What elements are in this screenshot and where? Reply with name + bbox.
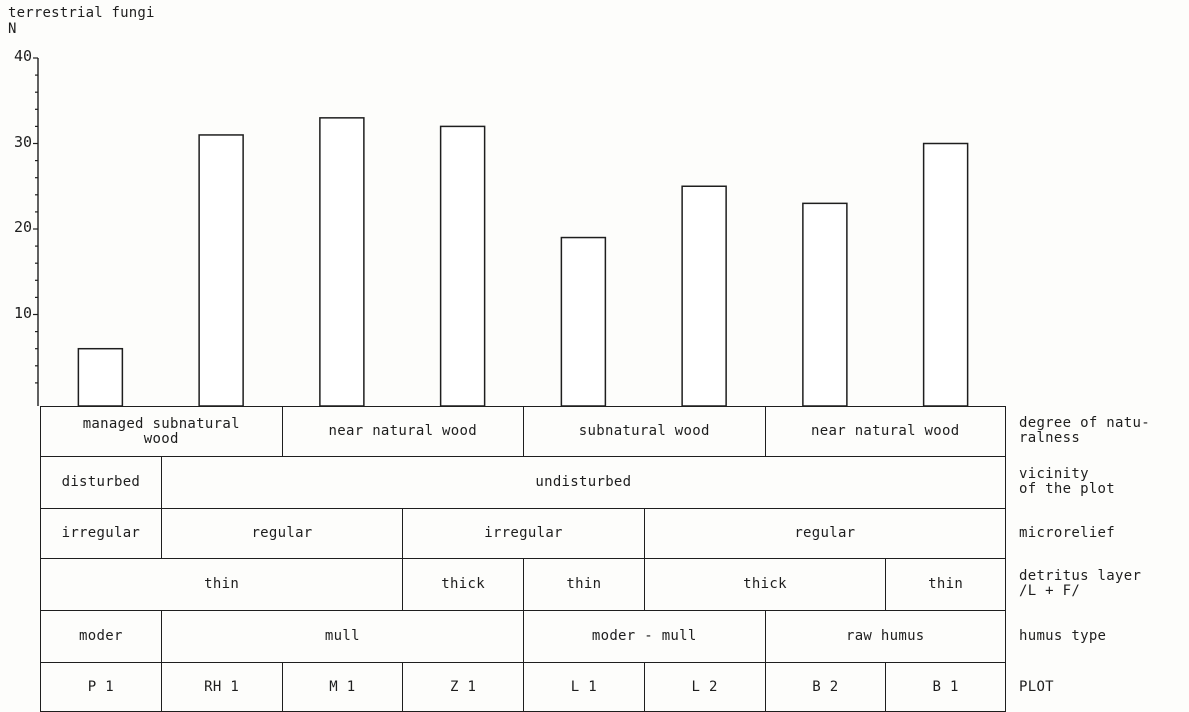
table-cell: thin (523, 558, 644, 610)
y-tick-label: 20 (13, 218, 32, 236)
table-cell: moder - mull (523, 610, 765, 662)
bar-b1 (922, 142, 969, 407)
y-tick-label: 10 (13, 303, 32, 322)
bar-z1 (439, 125, 486, 407)
table-cell: M 1 (281, 662, 403, 712)
table-cell: regular (643, 508, 1006, 558)
y-tick-label: 30 (13, 132, 32, 151)
table-cell: L 1 (523, 662, 644, 712)
table-cell: irregular (402, 508, 644, 558)
table-cell: Z 1 (402, 662, 523, 712)
y-axis-label: N (8, 21, 17, 37)
table-cell: mull (160, 610, 523, 662)
table-cell: L 2 (643, 662, 765, 712)
bar-m1 (319, 117, 365, 407)
table-cell: raw humus (764, 610, 1006, 662)
bar-b2 (802, 202, 848, 407)
table-cell: RH 1 (160, 662, 282, 712)
row-label: PLOT (1019, 678, 1054, 695)
table-cell: subnatural wood (523, 406, 765, 456)
bar-l1 (560, 236, 607, 407)
bar-l2 (681, 185, 727, 407)
table-cell: thick (402, 558, 523, 610)
table-cell: irregular (40, 508, 161, 558)
row-label: microrelief (1019, 524, 1116, 541)
chart-title: terrestrial fungi (8, 5, 155, 21)
y-tick-label: 40 (13, 47, 32, 65)
row-label: humus type (1019, 627, 1107, 644)
bar-p1 (77, 347, 124, 407)
table-cell: regular (160, 508, 403, 558)
table-cell: near natural wood (281, 406, 523, 456)
table-cell: thin (885, 558, 1006, 610)
table-cell: B 1 (885, 662, 1006, 712)
table-cell: thin (40, 558, 403, 610)
table-cell: near natural wood (764, 406, 1006, 456)
row-label: detritus layer /L + F/ (1019, 568, 1142, 599)
table-cell: managed subnatural wood (40, 406, 282, 456)
table-cell: B 2 (764, 662, 886, 712)
table-cell: undisturbed (160, 456, 1006, 508)
row-label: degree of natu- ralness (1019, 415, 1150, 446)
bar-rh1 (198, 134, 244, 407)
row-label: vicinity of the plot (1019, 466, 1116, 497)
table-cell: disturbed (40, 456, 161, 508)
table-cell: thick (643, 558, 886, 610)
table-cell: moder (40, 610, 161, 662)
table-cell: P 1 (40, 662, 161, 712)
